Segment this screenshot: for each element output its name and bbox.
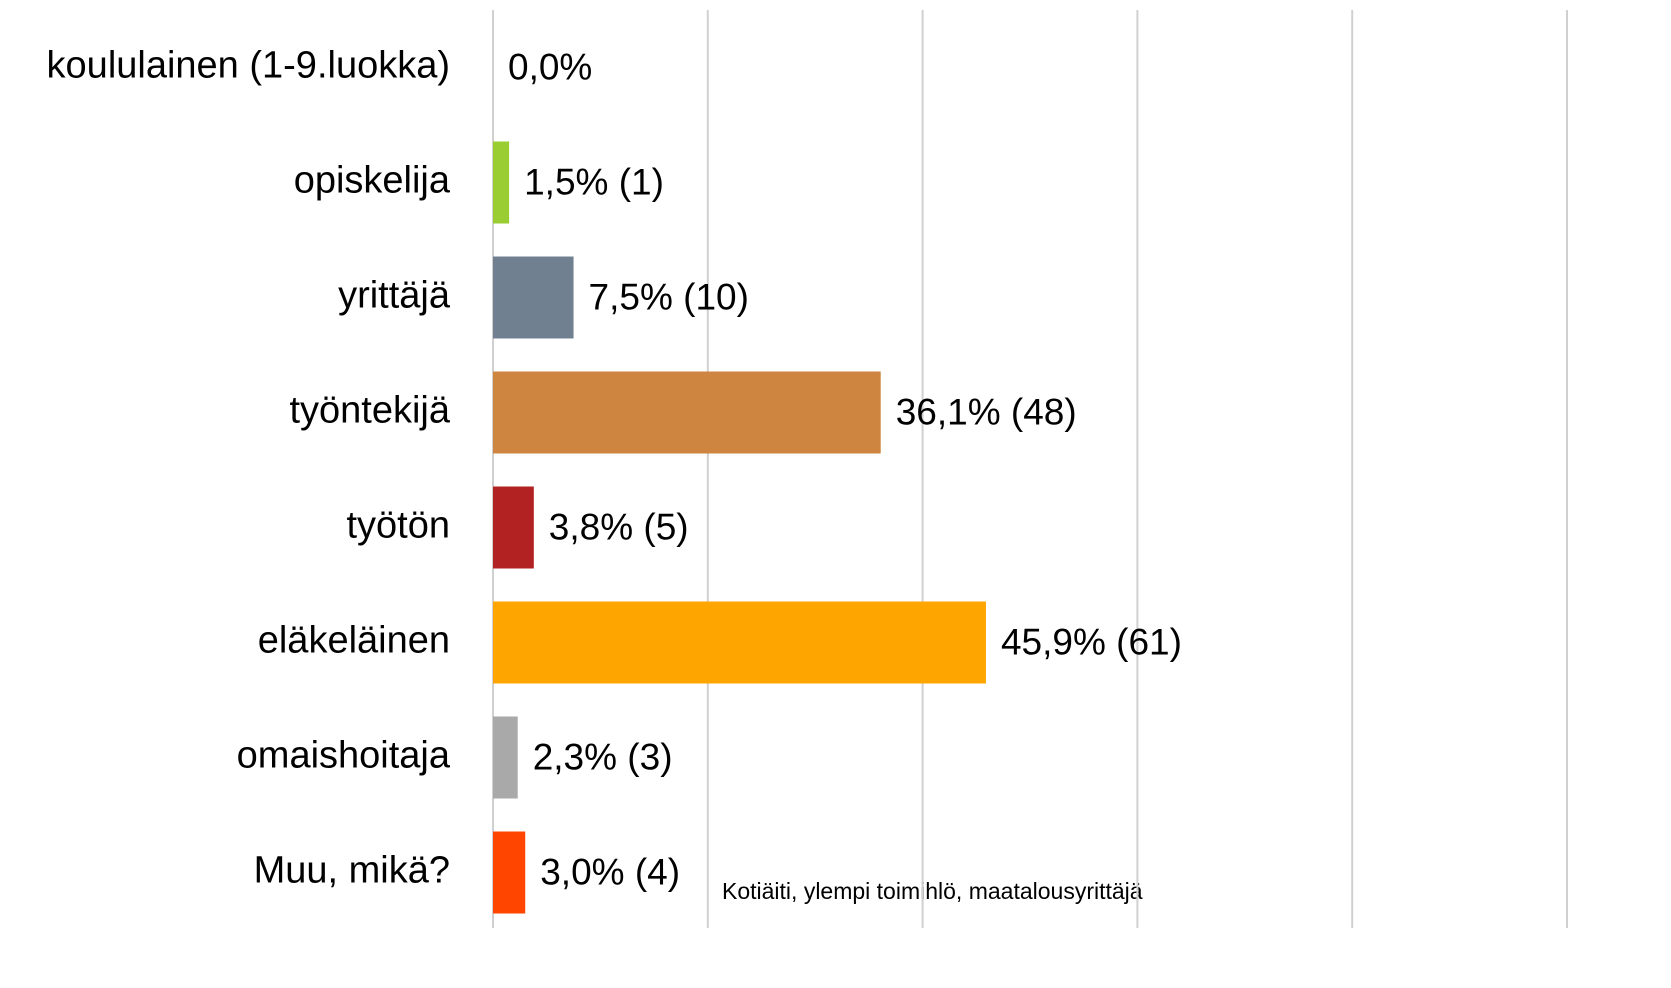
value-label: 1,5% (1) [524, 161, 664, 202]
bar [493, 371, 881, 454]
value-label: 7,5% (10) [589, 276, 749, 317]
category-label: yrittäjä [338, 275, 451, 317]
category-label: opiskelija [294, 160, 451, 202]
value-label: 2,3% (3) [533, 736, 673, 777]
value-label: 0,0% [508, 46, 592, 87]
value-label: 45,9% (61) [1001, 621, 1182, 662]
bar [493, 716, 518, 799]
annotation: Kotiäiti, ylempi toimihlö, maatalousyrit… [722, 878, 1143, 904]
category-label: koululainen (1-9.luokka) [47, 45, 450, 87]
value-label: 3,8% (5) [549, 506, 689, 547]
category-label: omaishoitaja [237, 735, 451, 777]
bar [493, 256, 574, 339]
value-label: 36,1% (48) [896, 391, 1077, 432]
bar [493, 601, 986, 684]
value-label: 3,0% (4) [540, 851, 680, 892]
category-label: Muu, mikä? [254, 850, 450, 892]
category-label: työtön [346, 505, 450, 547]
bar [493, 486, 534, 569]
bar [493, 831, 526, 914]
bar [493, 141, 510, 224]
category-label: työntekijä [289, 390, 450, 432]
category-label: eläkeläinen [258, 620, 450, 662]
